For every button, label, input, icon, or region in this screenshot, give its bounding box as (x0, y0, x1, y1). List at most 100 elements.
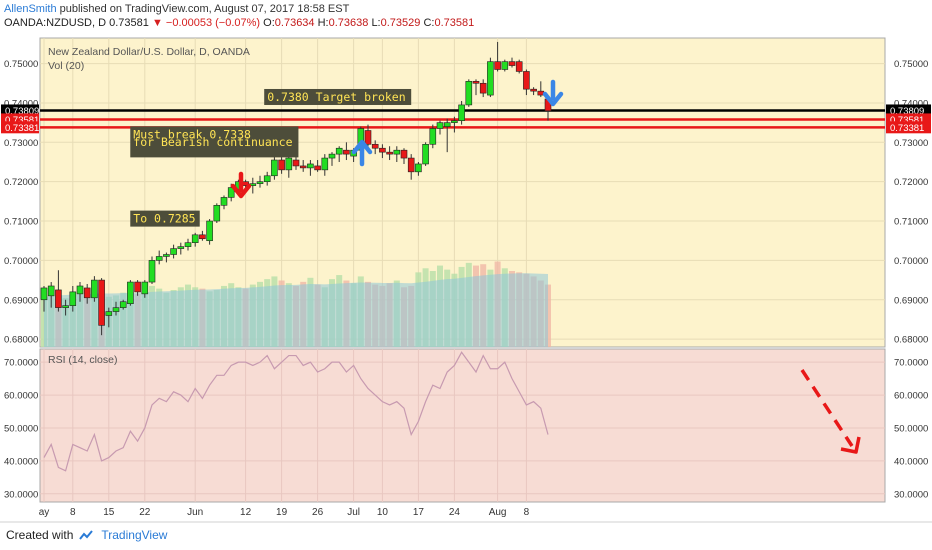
candle-body (458, 104, 465, 121)
symbol-label: OANDA:NZDUSD, D (4, 17, 107, 29)
low-value: 0.73529 (380, 17, 421, 29)
rsi-pane-bg (39, 348, 886, 503)
candle-body (76, 285, 84, 295)
price-tick-right: 0.70000 (894, 256, 928, 267)
candle-body (98, 279, 105, 326)
candle-body (321, 157, 329, 171)
candle-body (47, 285, 55, 297)
time-tick: 24 (449, 507, 461, 518)
annotations: 0.7380 Target broken Must break 0.7338for… (130, 79, 861, 454)
time-tick: Jun (187, 507, 203, 518)
author-name[interactable]: AllenSmith (4, 3, 57, 15)
time-tick: 8 (524, 507, 530, 518)
price-tick-right: 0.75000 (894, 59, 928, 70)
candle-body (415, 163, 422, 173)
price-tick-left: 0.70000 (4, 256, 38, 267)
rsi-tick-left: 60.0000 (4, 391, 38, 402)
created-with-text: Created with (6, 528, 74, 542)
annotation-box (130, 210, 200, 227)
candle-body (112, 307, 120, 312)
candle-body (141, 281, 149, 295)
dashed-arrow-shaft (800, 369, 854, 447)
candle-body (343, 149, 350, 155)
candle-body (69, 291, 77, 306)
candle-body (328, 153, 336, 159)
candle-body (83, 287, 91, 299)
blue-up-arrow-icon (351, 139, 373, 167)
candle-body (184, 242, 192, 247)
candle-body (199, 234, 206, 240)
candle-body (206, 220, 213, 242)
main-title: New Zealand Dollar/U.S. Dollar, D, OANDA (48, 46, 250, 58)
rsi-tick-left: 70.0000 (4, 358, 38, 369)
candle-body (256, 181, 264, 184)
candle-body (400, 149, 408, 159)
candle-body (134, 281, 141, 293)
candle-body (501, 61, 509, 70)
candle-body (523, 71, 530, 90)
rsi-title: RSI (14, close) (48, 354, 117, 366)
rsi-tick-right: 30.0000 (894, 489, 928, 500)
candle-body (335, 147, 343, 155)
time-tick: 19 (276, 507, 288, 518)
annotation-to-target: To 0.7285 (133, 212, 195, 226)
price-tick-right: 0.68000 (894, 335, 928, 346)
price-tick-right: 0.72000 (894, 177, 928, 188)
candle-body (371, 143, 379, 149)
low-label: L: (371, 17, 381, 29)
ohlc-info: OANDA:NZDUSD, D 0.73581 ▼ −0.00053 (−0.0… (4, 17, 474, 29)
volume-bars (41, 261, 551, 347)
candle-body (314, 165, 321, 171)
price-tick-left: 0.75000 (4, 59, 38, 70)
rsi-tick-right: 60.0000 (894, 391, 928, 402)
price-tick-left: 0.73000 (4, 138, 38, 149)
open-value: 0.73634 (274, 17, 315, 29)
high-value: 0.73638 (328, 17, 369, 29)
price-tag-text: 0.73581 (5, 115, 39, 126)
candle-body (213, 204, 221, 222)
candle-body (119, 301, 127, 308)
candle-body (148, 260, 156, 283)
price-tag-text: 0.73581 (890, 115, 924, 126)
volume-ma-area (44, 273, 548, 347)
candle-body (105, 311, 113, 316)
time-tick: ay (39, 507, 50, 518)
candle-body (393, 149, 401, 155)
price-tick-right: 0.74000 (894, 98, 928, 109)
candle-body (177, 246, 185, 249)
candle-body (163, 254, 170, 257)
price-tag-text: 0.73809 (5, 106, 39, 117)
red-down-arrow-icon (230, 171, 252, 199)
annotation-box (264, 88, 412, 105)
candle-body (530, 88, 537, 92)
rsi-series (43, 351, 549, 472)
candle-body (515, 61, 523, 72)
footer: Created with TradingView (6, 528, 167, 542)
price-tag (1, 121, 39, 134)
rsi-tick-left: 50.0000 (4, 423, 38, 434)
candle-body (191, 234, 199, 243)
tradingview-logo-icon (79, 530, 94, 540)
arrow-head (230, 183, 252, 199)
candle-body (479, 82, 487, 94)
candle-body (91, 279, 98, 299)
time-tick: 22 (139, 507, 151, 518)
open-label: O: (263, 17, 275, 29)
tradingview-brand[interactable]: TradingView (101, 528, 168, 542)
time-tick: Aug (489, 507, 507, 518)
candle-body (451, 120, 458, 123)
price-tick-left: 0.74000 (4, 98, 38, 109)
close-value: 0.73581 (434, 17, 475, 29)
time-tick: 8 (70, 507, 76, 518)
candle-body (386, 151, 393, 155)
candle-body (227, 187, 235, 198)
price-tag (886, 121, 931, 134)
candle-body (436, 122, 444, 129)
price-change: ▼ −0.00053 (−0.07%) (151, 17, 261, 29)
rsi-tick-right: 40.0000 (894, 456, 928, 467)
candle-body (263, 175, 271, 182)
annotation-box (130, 126, 299, 158)
price-tick-left: 0.68000 (4, 335, 38, 346)
arrow-head (542, 91, 564, 107)
